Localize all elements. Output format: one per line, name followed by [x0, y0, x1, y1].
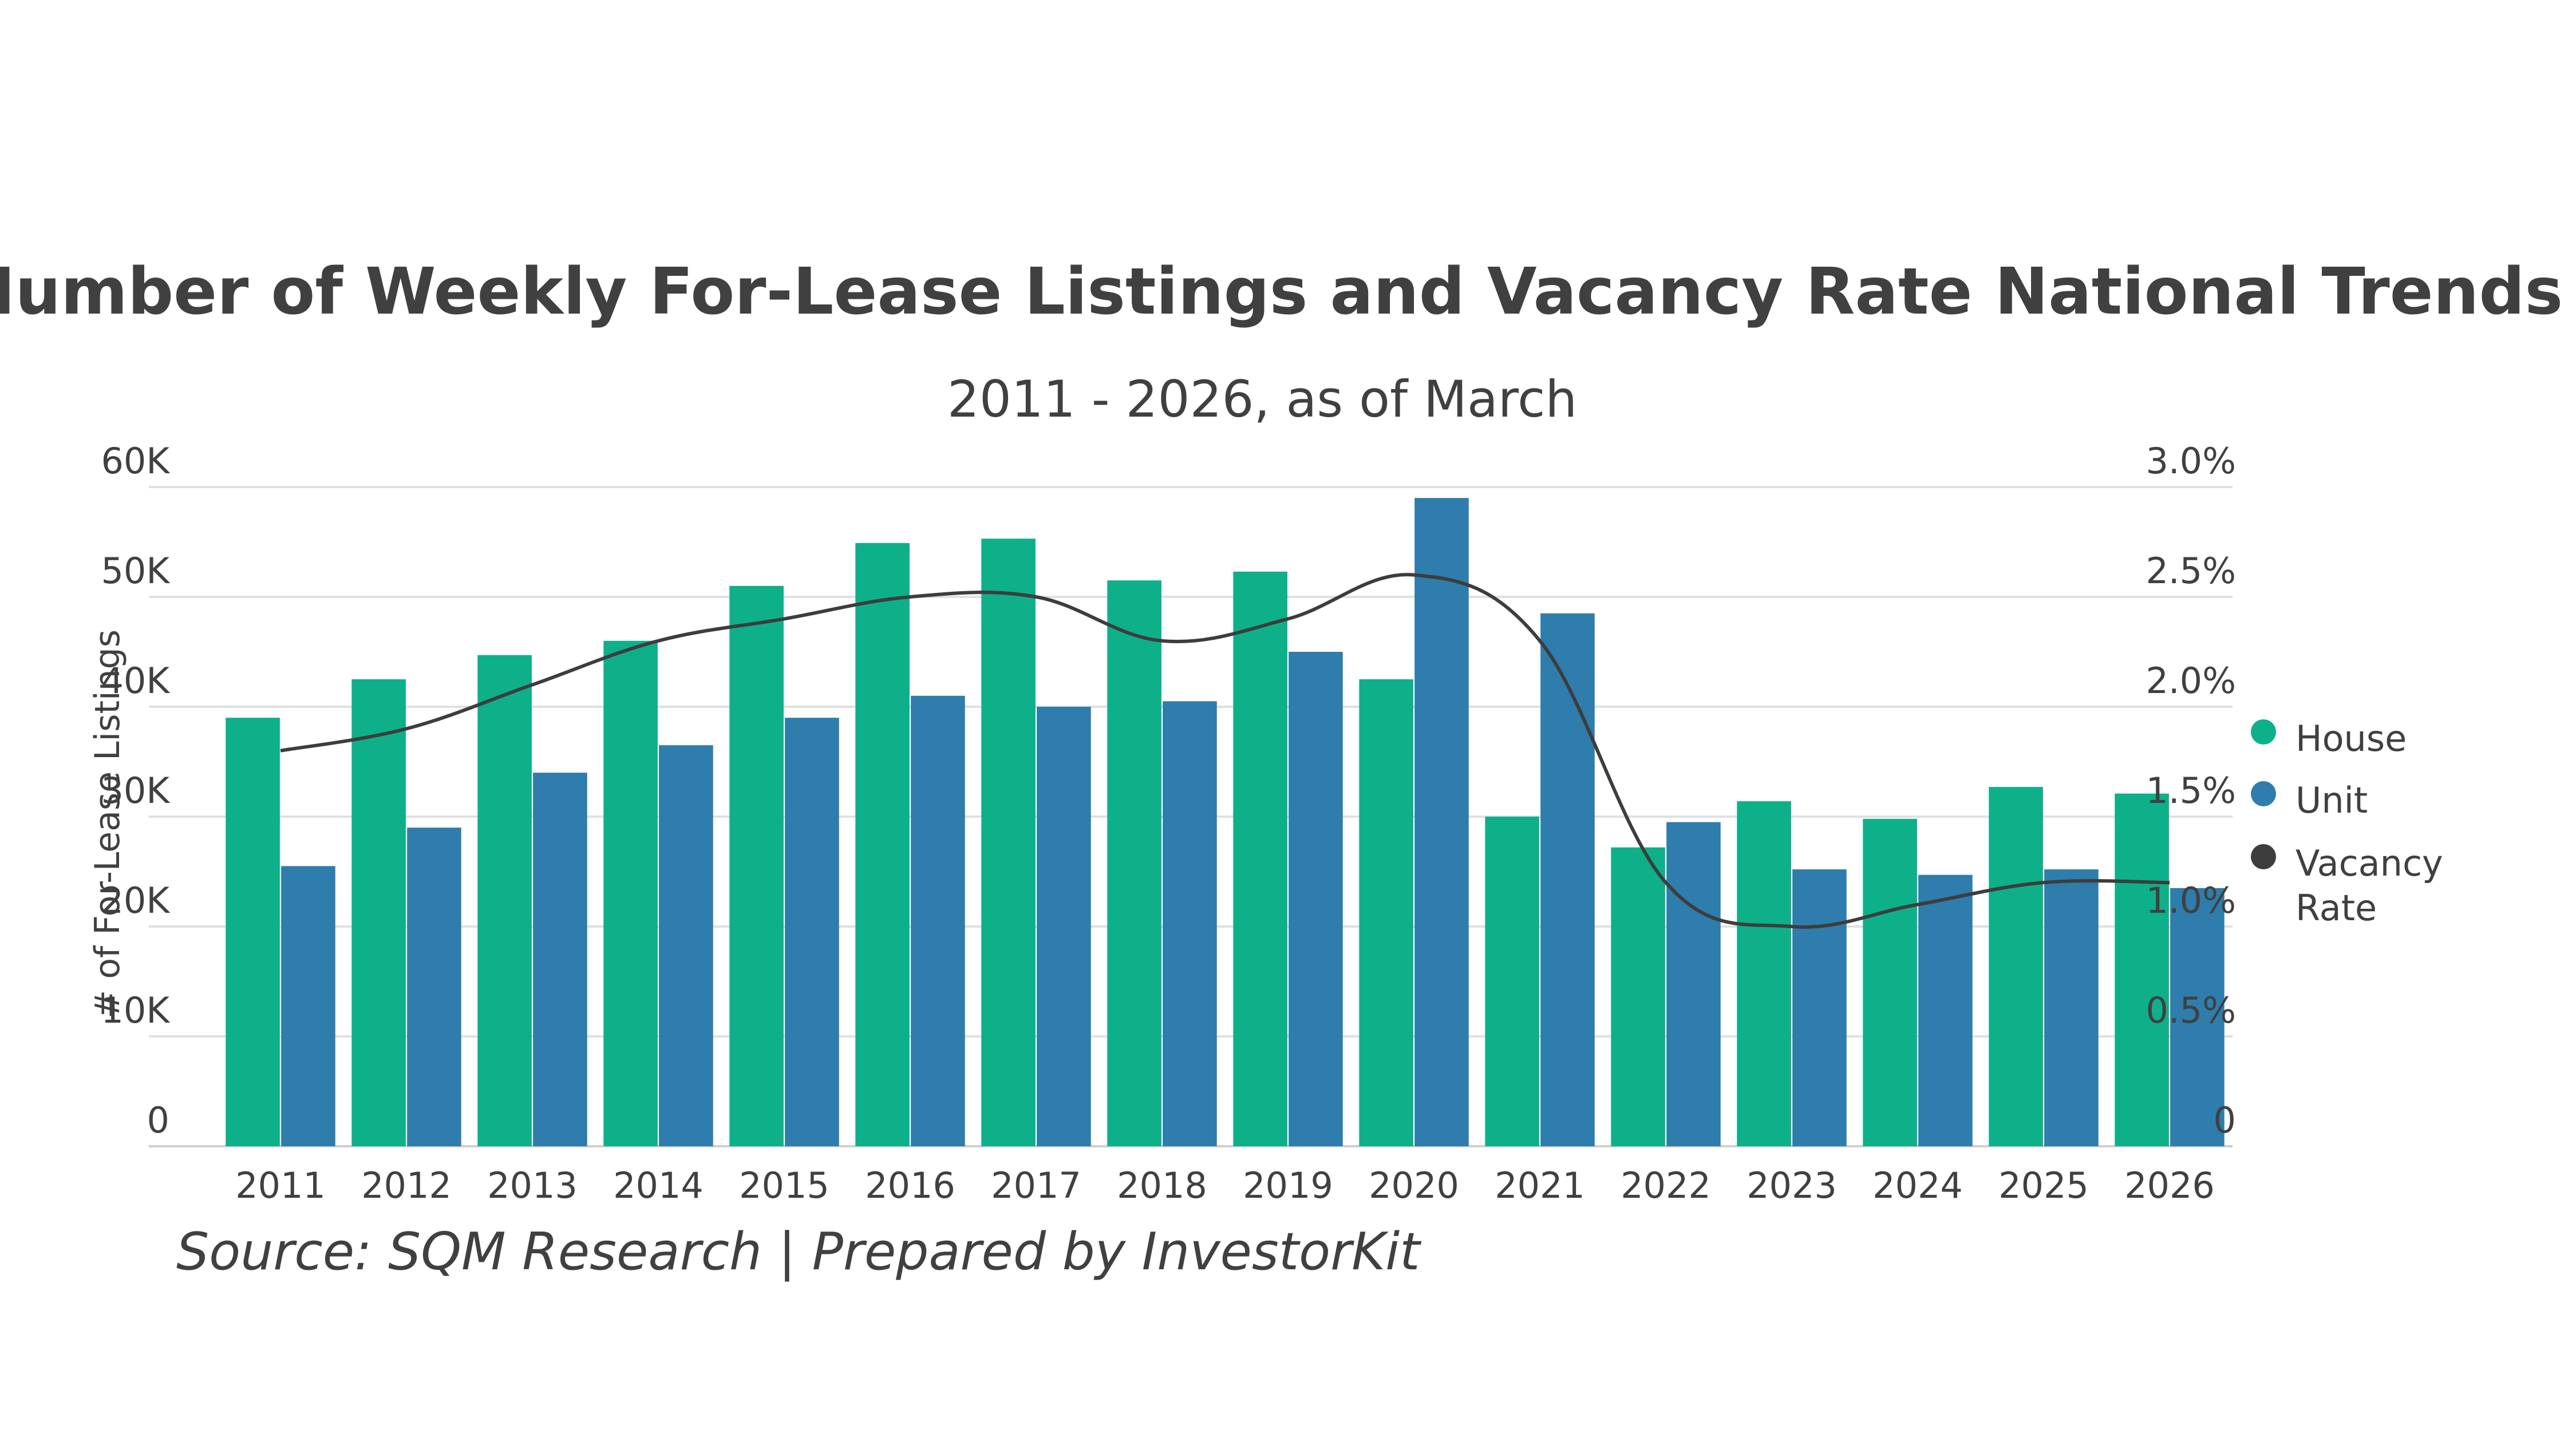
bar-unit-2026 [2170, 888, 2225, 1146]
x-tick-label: 2013 [487, 1165, 578, 1206]
bar-house-2026 [2115, 793, 2169, 1146]
x-tick-label: 2021 [1495, 1165, 1585, 1206]
bar-unit-2012 [407, 828, 461, 1146]
bar-house-2013 [477, 655, 532, 1146]
y2-tick-label: 2.0% [2146, 660, 2236, 702]
y-tick-label: 40K [101, 660, 170, 702]
bar-house-2019 [1233, 571, 1287, 1146]
legend-unit-label: Unit [2296, 779, 2368, 821]
legend-house-marker [2251, 719, 2276, 745]
bar-unit-2011 [281, 866, 335, 1146]
x-tick-label: 2012 [361, 1165, 452, 1206]
x-tick-label: 2015 [739, 1165, 829, 1206]
bar-house-2014 [603, 640, 658, 1146]
legend-house-label: House [2296, 718, 2407, 759]
x-tick-label: 2023 [1747, 1165, 1837, 1206]
bar-unit-2022 [1666, 822, 1721, 1146]
x-tick-label: 2025 [1998, 1165, 2089, 1206]
x-tick-label: 2019 [1243, 1165, 1333, 1206]
bar-unit-2020 [1415, 498, 1469, 1147]
bar-house-2012 [351, 679, 406, 1146]
bar-unit-2024 [1918, 874, 1973, 1146]
y-axis-title: # of For-Lease Listings [88, 630, 128, 1019]
bar-house-2018 [1107, 580, 1161, 1146]
legend-unit-marker [2251, 781, 2276, 806]
bar-house-2020 [1359, 679, 1413, 1146]
x-tick-label: 2024 [1872, 1165, 1963, 1206]
y2-tick-label: 0 [2214, 1099, 2236, 1141]
y-axis-right: 0 0.5% 1.0% 1.5% 2.0% 2.5% 3.0% [2146, 440, 2236, 1141]
y-tick-label: 30K [101, 770, 170, 811]
chart-subtitle: 2011 - 2026, as of March [947, 370, 1577, 429]
bar-unit-2013 [533, 773, 587, 1146]
bar-house-2022 [1611, 847, 1665, 1146]
chart-title: Number of Weekly For-Lease Listings and … [0, 255, 2563, 329]
y-tick-label: 10K [101, 989, 170, 1031]
bars [226, 498, 2225, 1147]
x-tick-label: 2022 [1621, 1165, 1711, 1206]
bar-house-2025 [1989, 787, 2043, 1146]
bar-house-2011 [226, 718, 280, 1146]
x-tick-label: 2017 [991, 1165, 1081, 1206]
vacancy-line [280, 573, 2170, 929]
vacancy-rate-line [280, 573, 2170, 929]
y-axis-left: 0 10K 20K 30K 40K 50K 60K [101, 440, 170, 1141]
source-note: Source: SQM Research | Prepared by Inves… [176, 1222, 1422, 1282]
bar-house-2016 [855, 543, 910, 1147]
bar-unit-2025 [2044, 869, 2099, 1146]
bar-unit-2014 [659, 745, 713, 1146]
x-tick-label: 2016 [865, 1165, 955, 1206]
bar-unit-2015 [785, 718, 839, 1146]
legend-vacancy-label-line2: Rate [2296, 887, 2377, 929]
bar-unit-2016 [911, 695, 965, 1146]
y2-tick-label: 1.0% [2146, 880, 2236, 921]
y2-tick-label: 3.0% [2146, 440, 2236, 482]
y-tick-label: 60K [101, 440, 170, 482]
bar-house-2017 [981, 539, 1036, 1146]
bar-unit-2018 [1163, 701, 1217, 1146]
legend: House Unit Vacancy Rate [2251, 718, 2443, 929]
bar-house-2015 [729, 585, 784, 1146]
bar-unit-2017 [1037, 707, 1091, 1146]
y2-tick-label: 2.5% [2146, 550, 2236, 592]
bar-unit-2023 [1792, 869, 1847, 1146]
x-tick-label: 2011 [235, 1165, 326, 1206]
x-tick-label: 2014 [613, 1165, 704, 1206]
y2-tick-label: 0.5% [2146, 989, 2236, 1031]
x-tick-label: 2026 [2124, 1165, 2215, 1206]
x-tick-label: 2018 [1117, 1165, 1207, 1206]
bar-house-2023 [1737, 801, 1791, 1146]
x-axis: 2011 2012 2013 2014 2015 2016 2017 2018 2019 2020… [235, 1165, 2215, 1206]
bar-house-2021 [1485, 817, 1539, 1146]
y-tick-label: 20K [101, 880, 170, 921]
y2-tick-label: 1.5% [2146, 770, 2236, 811]
bar-unit-2021 [1540, 613, 1595, 1146]
legend-vacancy-marker [2251, 844, 2276, 869]
bar-house-2024 [1863, 818, 1917, 1146]
y-tick-label: 50K [101, 550, 170, 592]
y-tick-label: 0 [147, 1099, 169, 1141]
legend-vacancy-label-line1: Vacancy [2296, 842, 2443, 884]
bar-unit-2019 [1289, 652, 1343, 1146]
x-tick-label: 2020 [1369, 1165, 1459, 1206]
